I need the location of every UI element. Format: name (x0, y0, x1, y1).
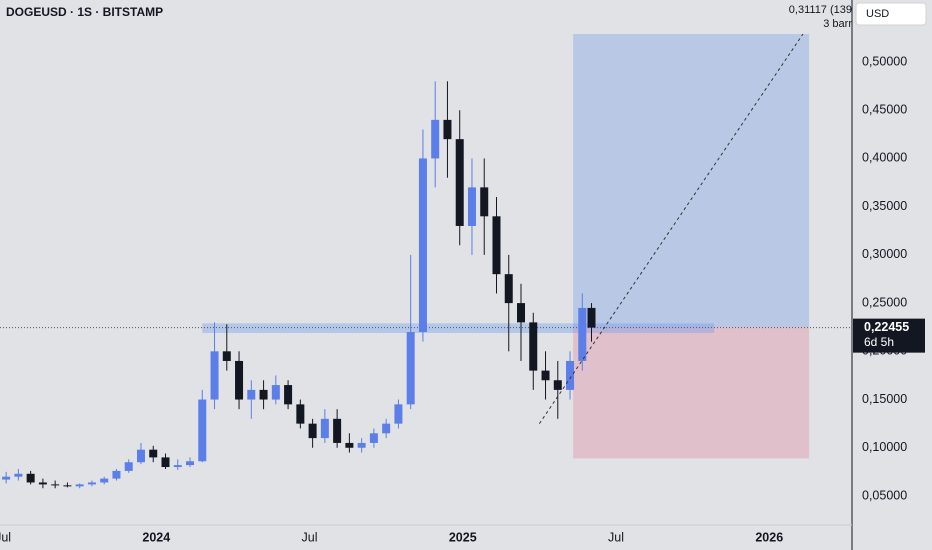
x-tick-label: 2026 (755, 530, 783, 544)
candle-body (369, 433, 378, 443)
candle-body (173, 465, 182, 468)
zone (202, 323, 715, 333)
candle-body (198, 399, 207, 462)
currency[interactable]: USD (866, 8, 889, 20)
y-tick-label: 0,25000 (862, 295, 907, 309)
candle-body (480, 187, 489, 217)
candle-body (63, 485, 72, 487)
candle-body (38, 482, 47, 485)
candle-body (517, 303, 526, 323)
y-tick-label: 0,30000 (862, 247, 907, 261)
currency-button[interactable] (855, 2, 927, 26)
candle-body (247, 389, 256, 400)
candle-body (124, 462, 133, 471)
y-tick-label: 0,45000 (862, 103, 907, 117)
candle-body (541, 370, 550, 381)
candle-body (2, 476, 11, 480)
candle-body (271, 385, 280, 400)
candle-body (100, 478, 109, 483)
x-tick-label: 2024 (142, 530, 170, 544)
candle-body (406, 332, 415, 405)
price-tag-label: 0,22455 (864, 320, 909, 334)
candle-body (467, 187, 476, 226)
y-tick-label: 0,05000 (862, 488, 907, 502)
chart-title: DOGEUSD · 1S · BITSTAMP (6, 5, 163, 19)
candle-body (418, 158, 427, 333)
bars-label: 3 barr (823, 18, 852, 30)
candle-body (149, 449, 158, 458)
y-tick-label: 0,40000 (862, 151, 907, 165)
candle-body (566, 360, 575, 390)
candle-body (284, 385, 293, 405)
candle-body (87, 482, 96, 485)
candle-body (382, 423, 391, 434)
candle-body (75, 484, 84, 487)
x-tick-label: 2025 (449, 530, 477, 544)
candle-body (492, 216, 501, 275)
candle-body (186, 461, 195, 466)
candle-body (529, 322, 538, 371)
candle-body (504, 274, 513, 304)
y-tick-label: 0,10000 (862, 440, 907, 454)
candle-body (587, 307, 596, 328)
candle-body (333, 418, 342, 443)
countdown: 6d 5h (864, 335, 894, 349)
candle-body (296, 404, 305, 424)
candle-body (308, 423, 317, 439)
y-tick-label: 0,35000 (862, 199, 907, 213)
candle-body (320, 418, 329, 439)
candle-body (431, 119, 440, 159)
x-tick-label: Jul (0, 530, 11, 544)
candle-body (112, 470, 121, 479)
position-loss (573, 327, 810, 459)
candle-body (222, 351, 231, 361)
candle-body (259, 389, 268, 400)
x-tick-label: Jul (608, 530, 624, 544)
candle-body (578, 307, 587, 361)
x-tick-label: Jul (302, 530, 318, 544)
measure-label: 0,31117 (139 (789, 4, 852, 16)
candle-body (136, 449, 145, 463)
candle-body (345, 442, 354, 448)
candle-body (357, 442, 366, 448)
y-tick-label: 0,50000 (862, 54, 907, 68)
candle-body (455, 139, 464, 226)
candle-body (235, 360, 244, 400)
position-profit (573, 34, 810, 328)
candle-body (443, 119, 452, 140)
candle-body (51, 484, 60, 486)
candle-body (553, 380, 562, 390)
candle-body (14, 473, 23, 477)
candle-body (394, 404, 403, 424)
trend-line (538, 33, 804, 424)
candle-body (210, 351, 219, 400)
price-tag (853, 318, 925, 353)
candle-body (26, 473, 35, 483)
y-tick-label: 0,15000 (862, 392, 907, 406)
candle-body (161, 457, 170, 468)
